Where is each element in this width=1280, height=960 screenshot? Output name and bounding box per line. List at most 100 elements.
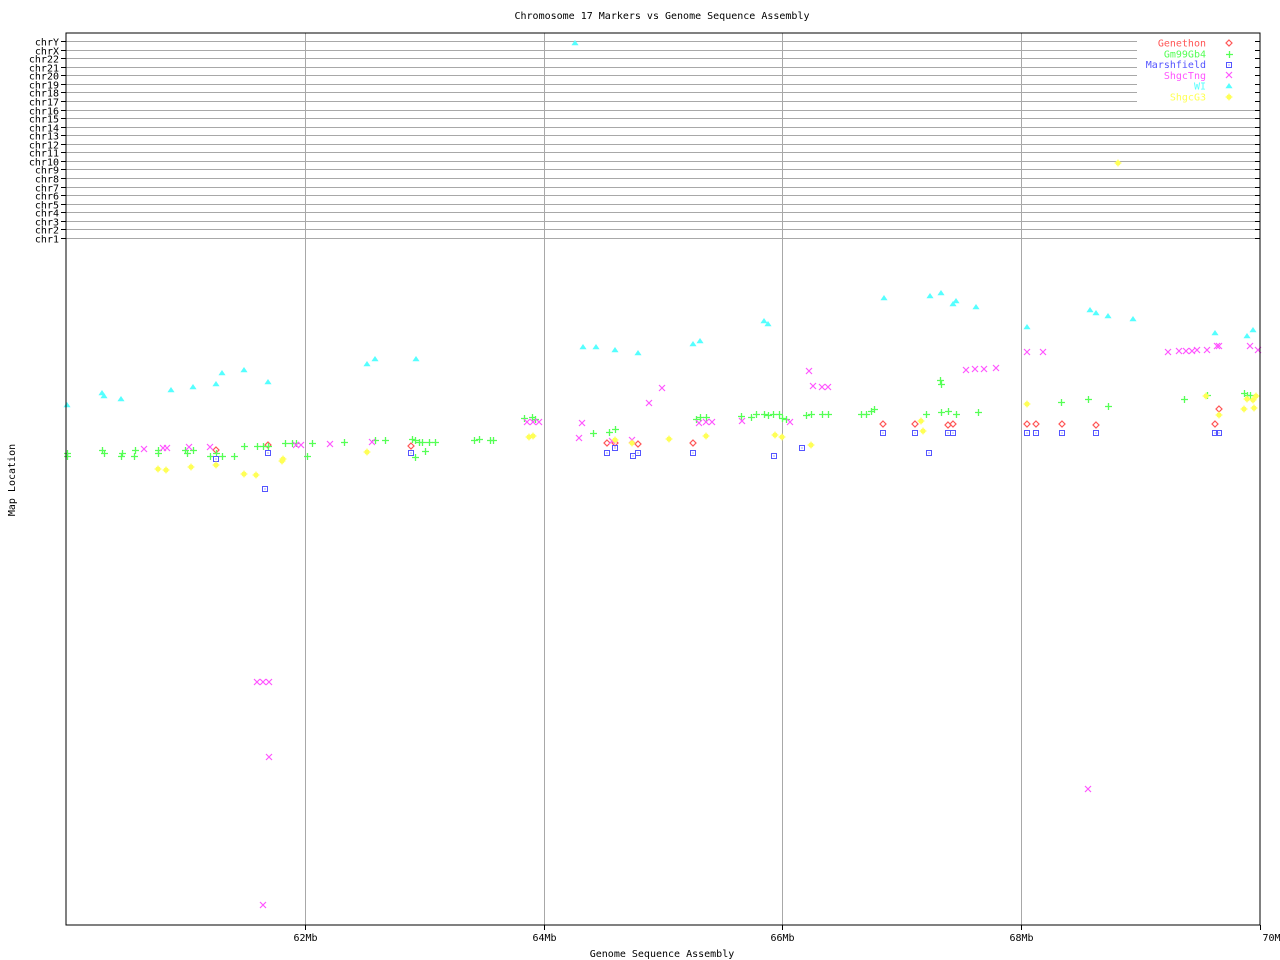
point-wi bbox=[1092, 309, 1100, 316]
point-gm99gb4 bbox=[738, 413, 745, 420]
point-marshfield bbox=[1024, 430, 1030, 436]
point-shgctng bbox=[1215, 342, 1223, 350]
point-gm99gb4 bbox=[953, 411, 960, 418]
point-shgcg3 bbox=[363, 448, 371, 456]
point-marshfield bbox=[880, 430, 886, 436]
point-shgctng bbox=[962, 366, 970, 374]
point-gm99gb4 bbox=[190, 447, 197, 454]
point-shgcg3-rays bbox=[212, 461, 220, 469]
chromosome-label: chr9 bbox=[35, 166, 59, 177]
point-marshfield bbox=[635, 450, 641, 456]
point-marshfield-dot bbox=[801, 447, 803, 449]
point-shgcg3-rays bbox=[1240, 405, 1248, 413]
point-marshfield bbox=[799, 445, 805, 451]
point-shgctng bbox=[163, 444, 171, 452]
point-marshfield-box bbox=[950, 430, 956, 436]
point-shgctng bbox=[529, 418, 537, 426]
point-gm99gb4 bbox=[155, 450, 162, 457]
legend-label-shgcg3: ShgcG3 bbox=[1170, 93, 1206, 104]
point-shgctng bbox=[809, 382, 817, 390]
point-shgcg3-rays bbox=[162, 466, 170, 474]
point-marshfield-dot bbox=[637, 452, 639, 454]
point-shgctng bbox=[1182, 347, 1190, 355]
point-shgctng bbox=[1193, 346, 1201, 354]
point-marshfield bbox=[612, 445, 618, 451]
point-marshfield bbox=[408, 450, 414, 456]
point-shgctng bbox=[575, 434, 583, 442]
point-wi bbox=[926, 292, 934, 299]
point-wi bbox=[1249, 326, 1257, 333]
point-genethon bbox=[1023, 420, 1031, 428]
point-shgctng bbox=[292, 441, 300, 449]
point-wi bbox=[63, 401, 71, 408]
point-gm99gb4 bbox=[808, 411, 815, 418]
point-shgcg3-rays bbox=[240, 470, 248, 478]
point-marshfield-dot bbox=[267, 452, 269, 454]
point-gm99gb4 bbox=[779, 415, 786, 422]
point-marshfield-box bbox=[880, 430, 886, 436]
point-marshfield bbox=[945, 430, 951, 436]
point-marshfield bbox=[912, 430, 918, 436]
point-gm99gb4 bbox=[770, 411, 777, 418]
point-shgctng bbox=[253, 678, 261, 686]
point-shgcg3-rays bbox=[278, 457, 286, 465]
point-marshfield bbox=[213, 456, 219, 462]
point-shgcg3 bbox=[917, 417, 925, 425]
point-wi bbox=[880, 294, 888, 301]
point-gm99gb4 bbox=[748, 414, 755, 421]
chromosome-label: chr16 bbox=[29, 107, 59, 118]
point-marshfield-box bbox=[690, 450, 696, 456]
point-shgcg3 bbox=[240, 470, 248, 478]
chromosome-label: chr18 bbox=[29, 89, 59, 100]
point-marshfield-box bbox=[1033, 430, 1039, 436]
legend-marker-marshfield-box bbox=[1226, 62, 1232, 68]
point-gm99gb4 bbox=[1058, 399, 1065, 406]
point-genethon bbox=[911, 420, 919, 428]
point-genethon bbox=[949, 420, 957, 428]
x-tick-label: 64Mb bbox=[532, 933, 556, 944]
point-shgctng bbox=[805, 367, 813, 375]
chromosome-label: chr8 bbox=[35, 175, 59, 186]
point-genethon bbox=[879, 420, 887, 428]
point-shgcg3 bbox=[1202, 392, 1210, 400]
point-gm99gb4 bbox=[426, 439, 433, 446]
y-axis-label: Map Location bbox=[7, 444, 18, 516]
chromosome-label: chrY bbox=[35, 38, 59, 49]
point-marshfield-dot bbox=[264, 488, 266, 490]
point-wi bbox=[696, 337, 704, 344]
point-shgcg3 bbox=[611, 436, 619, 444]
point-gm99gb4 bbox=[945, 408, 952, 415]
series-gm99gb4 bbox=[64, 377, 1254, 461]
point-gm99gb4 bbox=[761, 411, 768, 418]
point-gm99gb4 bbox=[412, 454, 419, 461]
point-gm99gb4 bbox=[213, 450, 220, 457]
point-gm99gb4 bbox=[825, 411, 832, 418]
point-shgcg3 bbox=[778, 433, 786, 441]
point-gm99gb4 bbox=[783, 416, 790, 423]
chromosome-label: chr19 bbox=[29, 81, 59, 92]
point-shgcg3 bbox=[212, 461, 220, 469]
point-marshfield-dot bbox=[928, 452, 930, 454]
point-shgctng bbox=[695, 419, 703, 427]
point-gm99gb4 bbox=[1105, 403, 1112, 410]
point-shgcg3-rays bbox=[1250, 404, 1258, 412]
point-marshfield-box bbox=[262, 486, 268, 492]
x-tick-label: 62Mb bbox=[293, 933, 317, 944]
chromosome-label: chr22 bbox=[29, 55, 59, 66]
point-shgctng bbox=[824, 383, 832, 391]
point-marshfield bbox=[1033, 430, 1039, 436]
point-shgctng bbox=[140, 445, 148, 453]
point-shgcg3 bbox=[252, 471, 260, 479]
point-wi bbox=[579, 343, 587, 350]
point-gm99gb4 bbox=[471, 437, 478, 444]
point-wi bbox=[760, 317, 768, 324]
point-shgcg3-rays bbox=[154, 465, 162, 473]
point-shgcg3-rays bbox=[363, 448, 371, 456]
point-marshfield-dot bbox=[1095, 432, 1097, 434]
point-marshfield bbox=[262, 486, 268, 492]
point-shgctng bbox=[1164, 348, 1172, 356]
point-shgctng bbox=[1203, 346, 1211, 354]
point-marshfield-dot bbox=[1218, 432, 1220, 434]
point-marshfield-dot bbox=[692, 452, 694, 454]
point-wi bbox=[689, 340, 697, 347]
